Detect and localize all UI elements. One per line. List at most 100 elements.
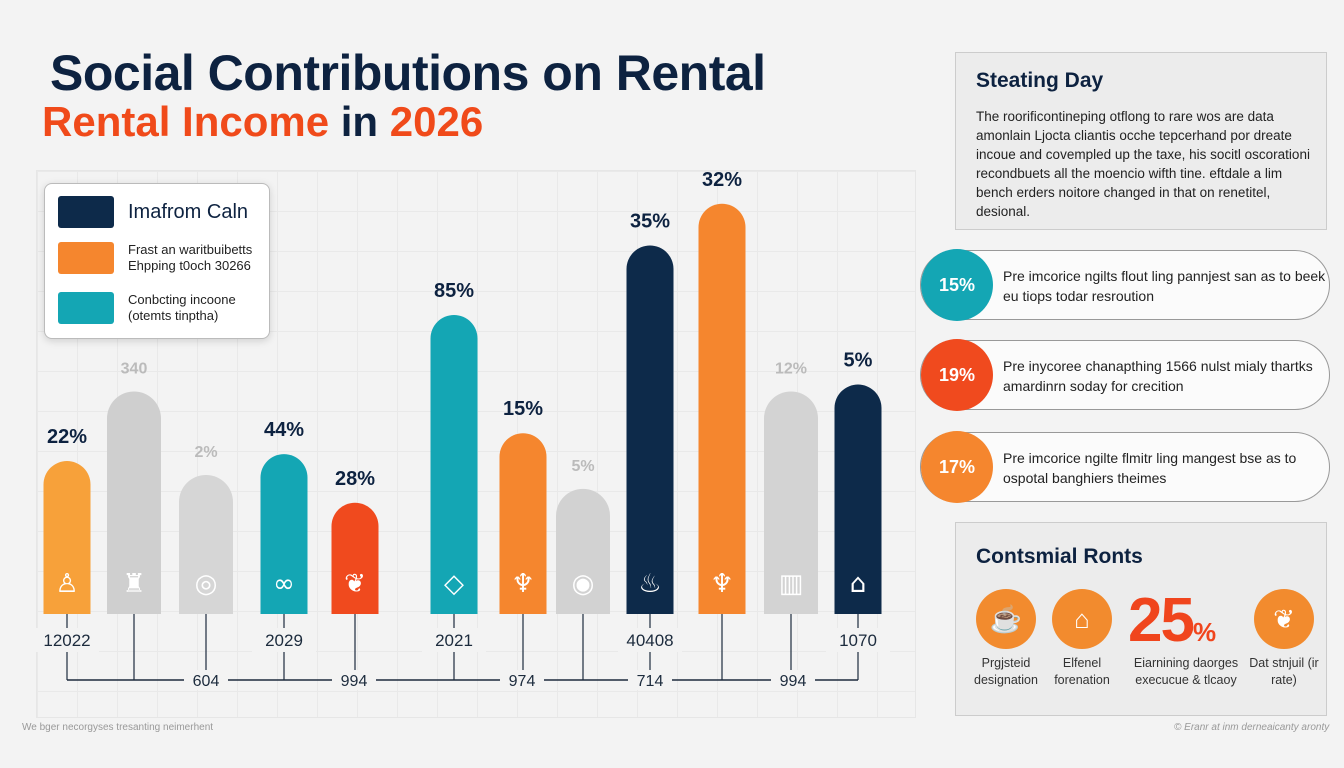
house-icon: ⌂ [1052, 589, 1112, 649]
bar [764, 391, 818, 614]
bar [626, 245, 674, 614]
bar-base [499, 590, 547, 614]
bar [698, 203, 746, 614]
bar-value-label: 5% [844, 350, 873, 372]
legend-swatch [58, 196, 114, 228]
rings-icon: ∞ [273, 569, 295, 599]
bar-value-label: 85% [434, 280, 474, 302]
rents-panel: Contsmial Ronts ☕ ⌂ 25% ❦ Prgjsteid desi… [955, 522, 1327, 716]
stat-badge: 19% [921, 339, 993, 411]
tick-label-bg [422, 628, 486, 652]
bar [107, 391, 161, 614]
bar-base [764, 587, 818, 614]
x-tick-label: 12022 [43, 631, 90, 650]
subtitle-year: 2026 [389, 98, 484, 145]
bar-base [331, 590, 379, 614]
big-stat-suffix: % [1192, 617, 1216, 647]
plant-icon: ❦ [1254, 589, 1314, 649]
stat-text: Pre imcorice ngilte flmitr ling mangest … [1003, 450, 1297, 486]
tick-label-bg [826, 628, 890, 652]
bar-value-label: 35% [630, 210, 670, 232]
bar-value-label: 2% [194, 444, 217, 461]
bar-value-label: 12% [775, 361, 807, 378]
bar [260, 454, 308, 614]
info-panel-title: Steating Day [976, 69, 1104, 92]
legend-item: Frast an waritbuibetts Ehpping t0och 302… [58, 242, 278, 274]
bar-base [430, 590, 478, 614]
bar-base [260, 590, 308, 614]
x-sub-tick-label: 994 [780, 673, 807, 690]
x-tick-label: 1070 [839, 631, 877, 650]
tick-label-bg [628, 670, 672, 690]
bar [179, 474, 233, 614]
stat-card: 19% Pre inycoree chanapthing 1566 nulst m… [920, 339, 1330, 411]
legend-swatch [58, 292, 114, 324]
subtitle-part: Rental Income [42, 98, 330, 145]
stat-text: Pre inycoree chanapthing 1566 nulst mial… [1003, 358, 1313, 394]
bar-base [626, 590, 674, 614]
bar-base [107, 587, 161, 614]
big-stat: 25% [1128, 585, 1216, 656]
bar [331, 502, 379, 614]
bar-base [698, 590, 746, 614]
page-title: Social Contributions on Rental [50, 45, 766, 101]
house-icon: ⌂ [850, 569, 867, 599]
rents-panel-title: Contsmial Ronts [976, 545, 1143, 568]
stat-text: Pre imcorice ngilts flout ling pannjest … [1003, 268, 1326, 304]
tick-label-bg [184, 670, 228, 690]
building-icon: ▥ [779, 569, 804, 599]
bar-value-label: 28% [335, 468, 375, 490]
x-tick-label: 2021 [435, 631, 473, 650]
tick-label-bg [618, 628, 682, 652]
bar-base [179, 587, 233, 614]
figure-icon: ♆ [511, 569, 534, 599]
legend-item: Imafrom Caln [58, 196, 248, 228]
info-panel: Steating Day The roorificontineping otfl… [955, 52, 1327, 230]
footer-note: We bger necorgyses tresanting neimerhent [22, 722, 214, 733]
badge-icon: ◉ [572, 569, 595, 599]
tick-label-bg [35, 628, 99, 652]
bar [834, 384, 882, 614]
bar-value-label: 22% [47, 426, 87, 448]
legend-label: Frast an waritbuibetts Ehpping t0och 302… [128, 242, 253, 273]
person-icon: ♙ [55, 569, 78, 599]
bar-value-label: 15% [503, 398, 543, 420]
bar [499, 433, 547, 614]
bar-value-label: 5% [571, 458, 594, 475]
rents-item-label: Dat stnjuil (ir rate) [1249, 656, 1319, 687]
chart-legend: Imafrom Caln Frast an waritbuibetts Ehpp… [44, 183, 270, 339]
tick-label-bg [771, 670, 815, 690]
bar-base [556, 587, 610, 614]
bar-chart: 22% ♙ 340 ♜ 2% ◎ 44% ∞ 28% ❦ 85% ◇ 15% ♆ 5% ◉ 35% ♨ 32% ♆ 12… [35, 168, 890, 690]
stat-card: 17% Pre imcorice ngilte flmitr ling mange… [920, 431, 1330, 503]
footer-credit: © Eranr at inm derneaicanty aronty [1174, 722, 1330, 733]
bar [43, 461, 91, 614]
stat-badge: 15% [921, 249, 993, 321]
bar-value-label: 32% [702, 169, 742, 191]
rents-item-label: Eiarnining daorges execucue & tlcaoy [1133, 656, 1239, 687]
cup-icon: ☕ [976, 589, 1036, 649]
legend-label: Imafrom Caln [128, 201, 249, 223]
stat-badge: 17% [921, 431, 993, 503]
bar-value-label: 44% [264, 419, 304, 441]
info-panel-body: The roorificontineping otflong to rare w… [976, 109, 1310, 219]
rents-item-label: Prgjsteid designation [974, 656, 1038, 687]
stat-card: 15% Pre imcorice ngilts flout ling pannje… [920, 249, 1330, 321]
x-tick-label: 2029 [265, 631, 303, 650]
x-sub-tick-label: 714 [637, 673, 664, 690]
coin-icon: ◎ [195, 569, 218, 599]
bar [556, 488, 610, 614]
big-stat-number: 25 [1128, 586, 1195, 655]
leaf-icon: ❦ [344, 569, 366, 599]
bar [430, 315, 478, 614]
legend-swatch [58, 242, 114, 274]
tick-label-bg [332, 670, 376, 690]
subtitle-part: in [340, 98, 379, 145]
bar-base [43, 590, 91, 614]
page-subtitle: Rental Income in 2026 [42, 98, 483, 146]
x-sub-tick-label: 604 [193, 673, 220, 690]
cup-icon: ♨ [638, 569, 661, 599]
diamond-icon: ◇ [444, 569, 464, 599]
people-icon: ♜ [122, 569, 145, 599]
rents-item-label: Elfenel forenation [1054, 656, 1110, 687]
